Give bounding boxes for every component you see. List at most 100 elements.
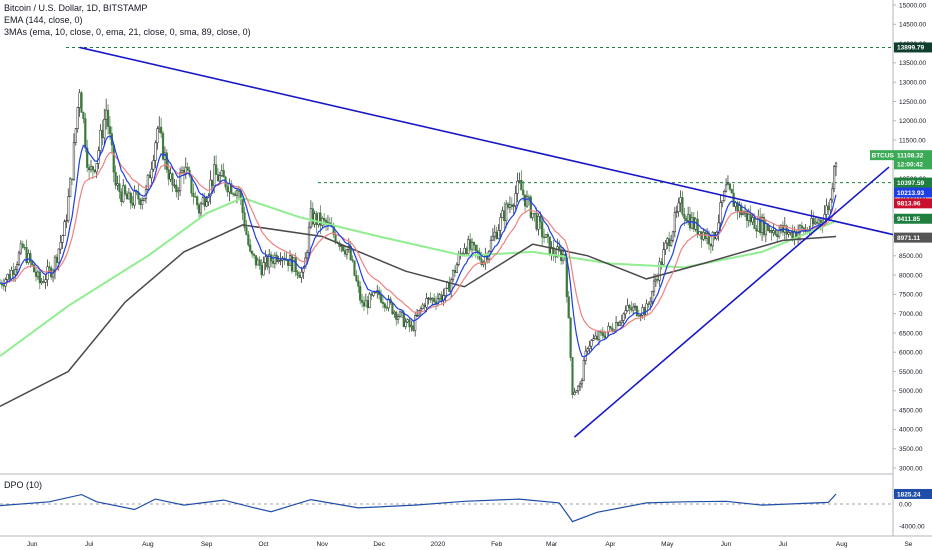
candle-body (503, 210, 506, 221)
candle-body (148, 174, 151, 179)
candle-body (582, 360, 585, 381)
candle-body (292, 257, 295, 272)
price-tag (894, 232, 932, 243)
candle-body (6, 273, 9, 280)
candle-body (232, 193, 235, 195)
candle-body (522, 189, 525, 196)
candle-body (472, 241, 476, 246)
candle-body (755, 228, 758, 232)
candle-body (165, 152, 168, 170)
candle-body (616, 322, 620, 326)
candle-body (546, 234, 549, 238)
candle-body (535, 213, 538, 230)
candle-body (2, 284, 5, 287)
candle-body (419, 308, 422, 311)
candle-body (501, 210, 504, 218)
dpo-indicator-label[interactable]: DPO (10) (4, 480, 43, 490)
candle-body (588, 345, 591, 350)
mas-indicator-label[interactable]: 3MAs (ema, 10, close, 0, ema, 21, close,… (4, 27, 251, 37)
candle-body (618, 322, 621, 326)
candle-body (359, 286, 362, 301)
candle-body (385, 307, 388, 309)
candle-body (438, 294, 441, 299)
candle-body (641, 307, 644, 316)
candle-body (87, 167, 91, 171)
candle-body (548, 236, 551, 255)
candle-body (124, 185, 127, 195)
candle-body (516, 180, 519, 194)
candle-body (383, 303, 386, 308)
candle-body (323, 218, 326, 221)
x-tick-label: Nov (316, 541, 328, 548)
candle-body (620, 320, 623, 323)
candle-body (529, 196, 532, 218)
candle-body (601, 332, 604, 337)
candle-body (829, 199, 832, 211)
candle-body (696, 218, 699, 235)
candle-body (69, 178, 72, 198)
candle-body (747, 214, 750, 221)
symbol-title[interactable]: Bitcoin / U.S. Dollar, 1D, BITSTAMP (4, 3, 148, 13)
candle-body (245, 227, 248, 235)
candle-body (660, 261, 663, 265)
candle-body (402, 312, 405, 327)
candle-body (677, 202, 680, 212)
candle-body (313, 213, 316, 225)
candle-body (82, 112, 85, 119)
price-tag-value: 13899.79 (897, 45, 924, 52)
candle-body (596, 335, 599, 340)
candle-body (171, 173, 174, 186)
candle-body (455, 264, 458, 273)
candle-body (125, 193, 129, 200)
candle-body (44, 279, 47, 283)
candle-body (609, 325, 612, 329)
x-tick-label: Mar (546, 541, 558, 548)
candle-body (658, 261, 661, 281)
candle-body (237, 190, 240, 192)
candle-body (70, 178, 74, 180)
candle-body (53, 256, 57, 273)
candle-body (381, 301, 385, 304)
candle-body (539, 216, 542, 222)
candle-body (141, 200, 144, 205)
candle-body (266, 256, 269, 268)
candle-body (749, 214, 752, 223)
candle-body (216, 174, 220, 182)
candle-body (611, 327, 614, 332)
candle-body (759, 216, 762, 234)
candle-body (340, 245, 343, 247)
candle-body (654, 278, 658, 282)
candle-body (40, 281, 43, 284)
candle-body (173, 184, 176, 187)
candle-body (586, 348, 589, 352)
candle-body (415, 314, 419, 317)
candle-body (273, 254, 276, 264)
candle-body (573, 392, 576, 395)
price-tag-value: 9813.96 (897, 201, 921, 208)
candle-body (408, 319, 411, 328)
candle-body (412, 325, 415, 331)
y-tick-label: 7500.00 (899, 292, 923, 299)
candle-body (230, 183, 233, 194)
candle-body (368, 293, 371, 309)
ema10-line (0, 135, 837, 358)
candle-body (649, 301, 652, 305)
candle-body (256, 259, 259, 266)
candle-body (465, 248, 468, 255)
x-tick-label: Jul (779, 541, 788, 548)
candle-body (93, 169, 96, 173)
sma89-line (0, 224, 837, 407)
candle-body (679, 197, 682, 204)
ema-indicator-label[interactable]: EMA (144, close, 0) (4, 15, 83, 25)
candle-body (815, 221, 819, 224)
x-tick-label: Jun (27, 541, 38, 548)
candle-body (827, 205, 830, 211)
candle-body (12, 270, 15, 275)
price-tag-value: 12:00:42 (897, 162, 923, 169)
y-tick-label: 7000.00 (899, 311, 923, 318)
candle-body (372, 292, 375, 296)
candle-body (687, 214, 690, 222)
candle-body (29, 253, 32, 263)
candle-body (510, 204, 513, 208)
candle-body (34, 271, 38, 277)
